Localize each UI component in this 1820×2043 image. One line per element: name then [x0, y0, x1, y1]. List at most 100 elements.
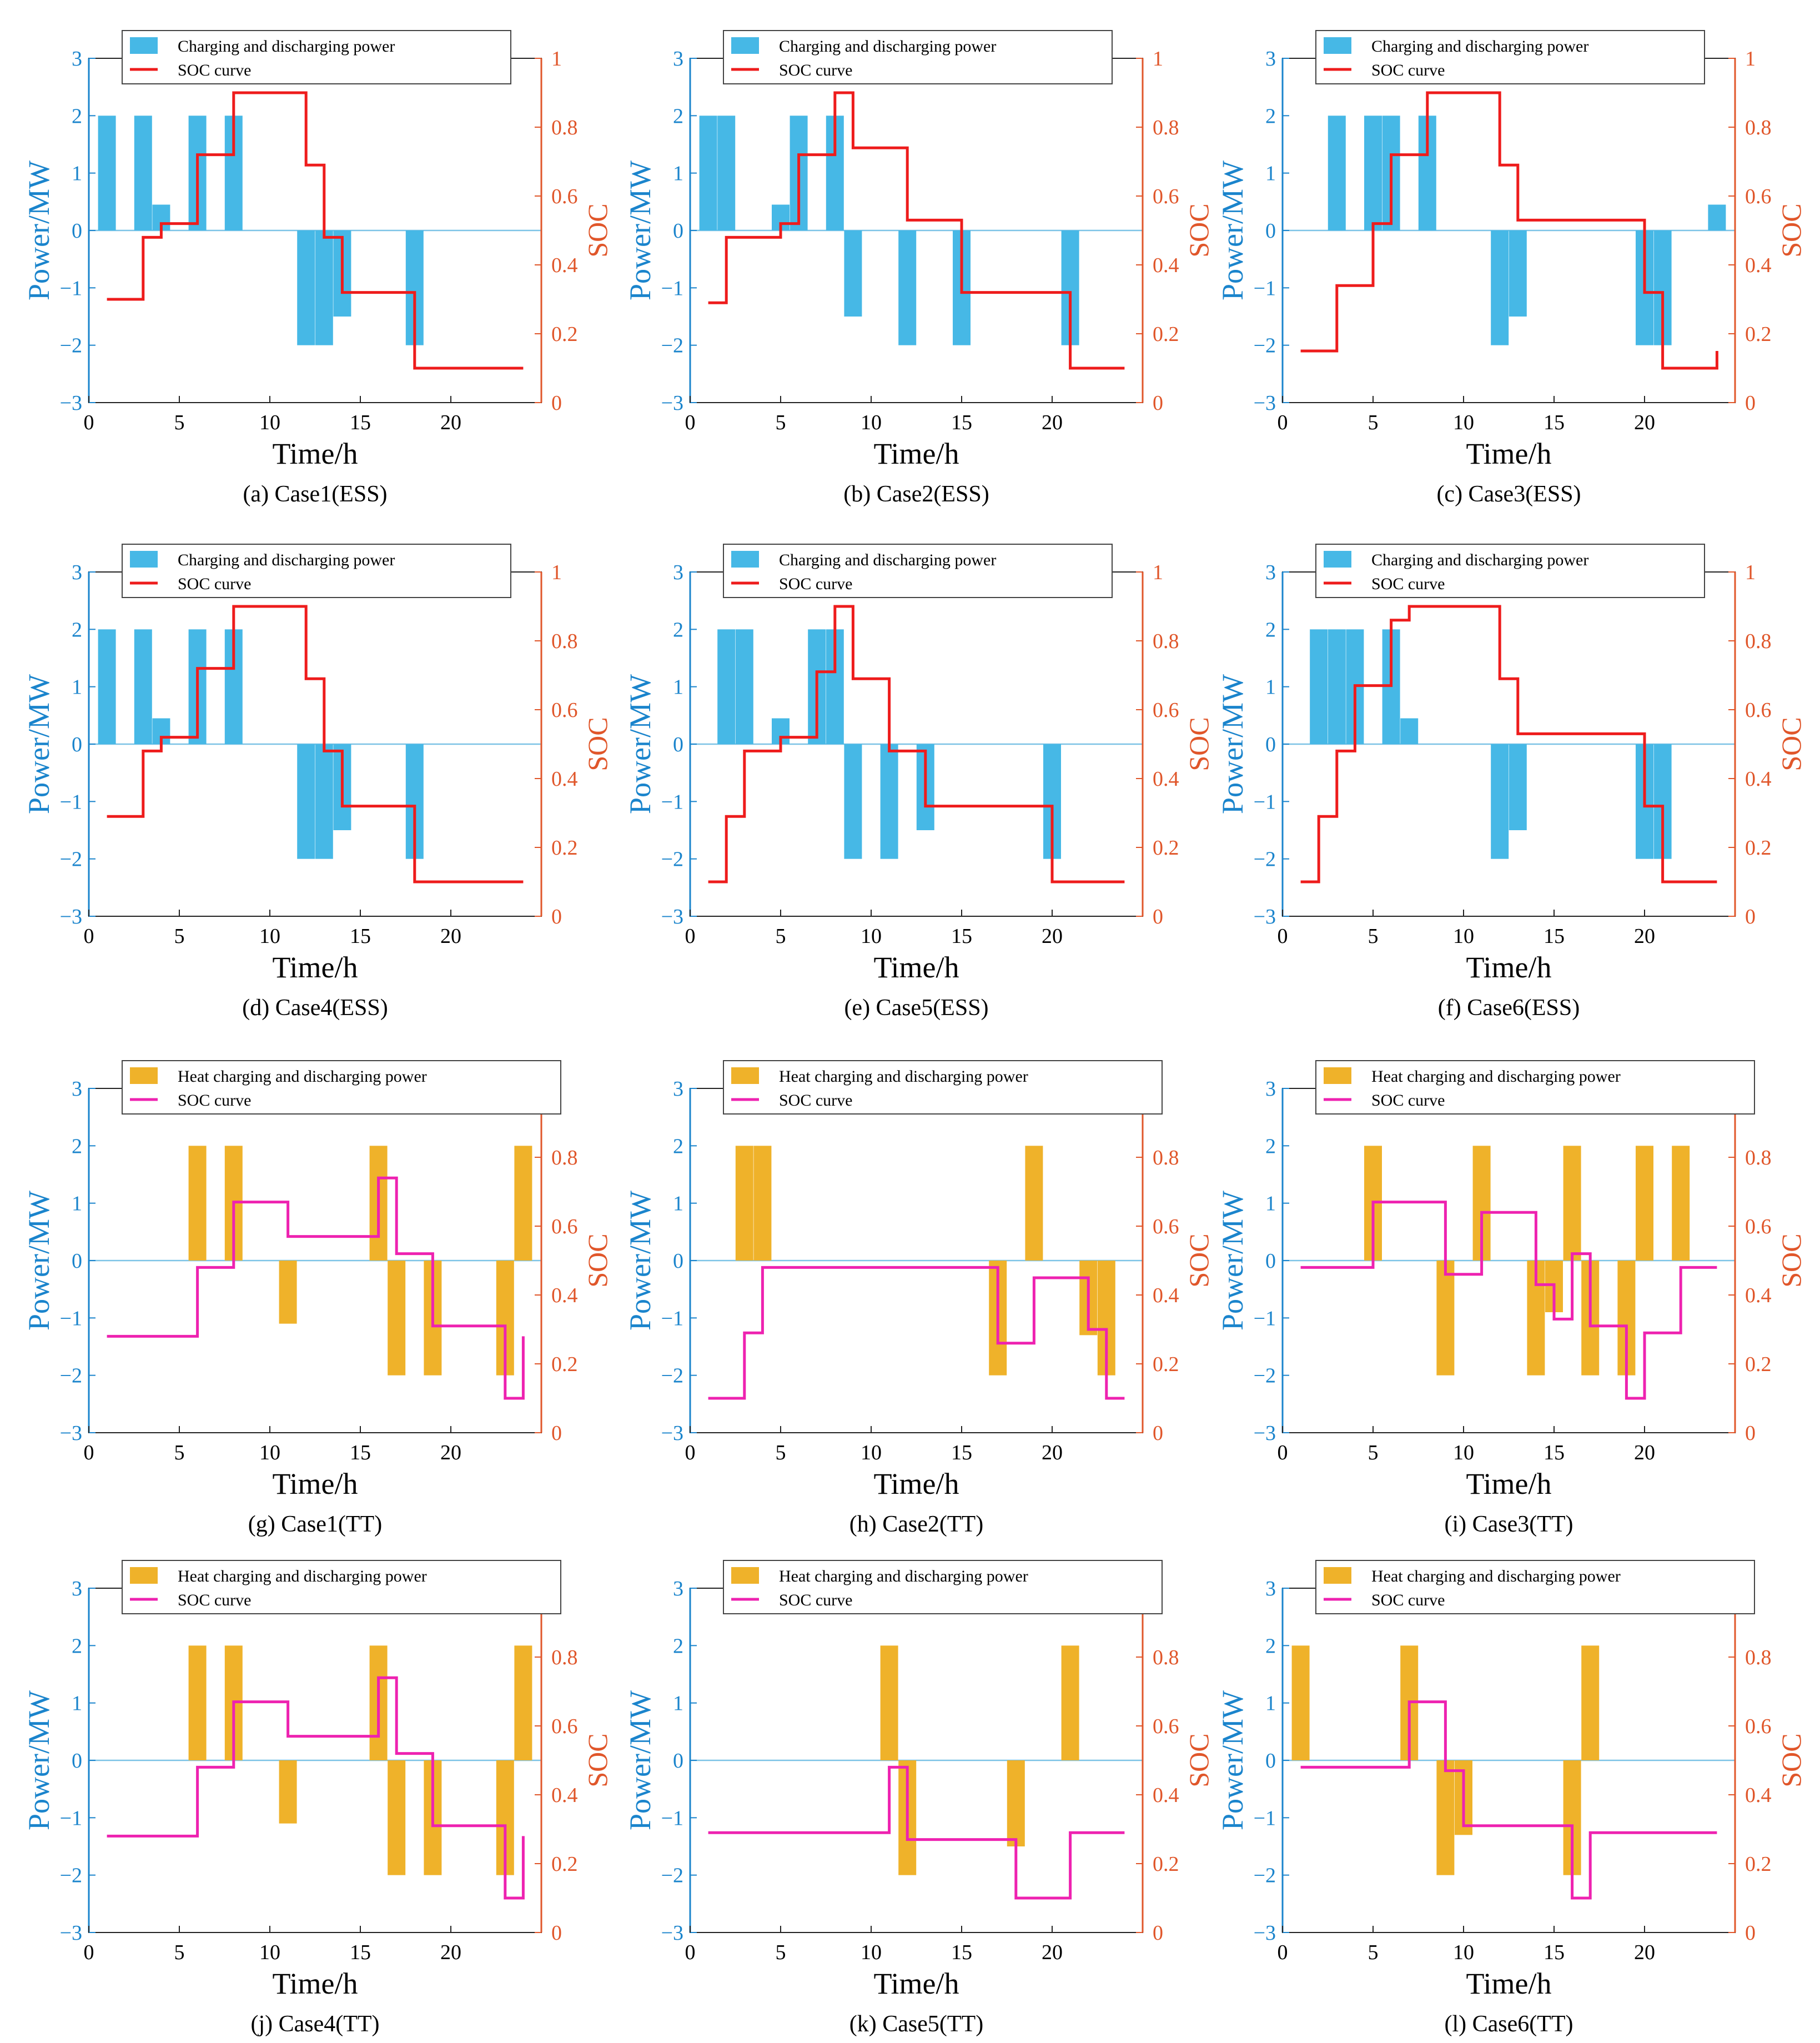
x-tick-label: 0	[685, 925, 696, 948]
x-tick-label: 20	[440, 1441, 461, 1464]
x-tick-label: 0	[1278, 411, 1288, 434]
legend-bar-swatch	[1324, 1567, 1351, 1584]
legend-bar-swatch	[731, 551, 759, 568]
legend-label-power: Charging and discharging power	[779, 551, 996, 569]
left-tick-label: 2	[1265, 1135, 1276, 1158]
right-tick-label: 1	[551, 561, 562, 584]
x-axis-title: Time/h	[873, 1467, 959, 1500]
x-tick-label: 10	[259, 1441, 280, 1464]
right-tick-label: 1	[1745, 561, 1756, 584]
y-right-axis-title: SOC	[1183, 1233, 1214, 1287]
left-tick-label: −2	[60, 334, 82, 358]
x-tick-label: 5	[174, 411, 185, 434]
power-bar	[880, 744, 898, 859]
left-tick-label: −2	[60, 1364, 82, 1388]
x-tick-label: 0	[84, 1941, 94, 1964]
x-tick-label: 10	[861, 1441, 882, 1464]
power-bar	[735, 629, 753, 744]
left-tick-label: 2	[72, 104, 82, 128]
y-right-axis-title: SOC	[582, 203, 613, 257]
x-tick-label: 10	[861, 411, 882, 434]
left-tick-label: −2	[661, 1864, 683, 1888]
power-bar	[735, 1146, 753, 1261]
legend: Heat charging and discharging power SOC c…	[723, 1060, 1163, 1115]
x-axis-title: Time/h	[272, 951, 358, 984]
legend-bar-swatch	[130, 551, 158, 568]
x-axis-title: Time/h	[1466, 951, 1551, 984]
power-bar	[753, 1146, 772, 1261]
legend-label-soc: SOC curve	[779, 61, 852, 79]
left-tick-label: 1	[673, 162, 683, 185]
power-bar	[514, 1645, 532, 1760]
legend-box	[723, 1560, 1163, 1614]
x-tick-label: 20	[1634, 411, 1655, 434]
x-axis-title: Time/h	[272, 1967, 358, 2000]
x-tick-label: 5	[174, 1441, 185, 1464]
panel-caption: (i) Case3(TT)	[1444, 1512, 1573, 1537]
y-axis-title: Power/MW	[624, 160, 657, 300]
legend-bar-swatch	[1324, 551, 1351, 568]
right-tick-label: 0.6	[551, 699, 578, 722]
left-tick-label: 2	[673, 104, 683, 128]
power-bar	[514, 1146, 532, 1261]
panel-caption: (a) Case1(ESS)	[243, 481, 387, 507]
right-tick-label: 0	[551, 391, 562, 415]
right-tick-label: 0.6	[1745, 1715, 1772, 1738]
right-tick-label: 0.8	[1153, 1646, 1179, 1669]
power-bar	[297, 744, 315, 859]
left-tick-label: 3	[1265, 47, 1276, 71]
right-tick-label: 0.6	[1153, 1215, 1179, 1238]
left-tick-label: 3	[673, 1077, 683, 1101]
right-tick-label: 0	[1745, 1422, 1756, 1445]
chart-panel-g: −3−2−1012300.20.40.60.8105101520Time/hPo…	[22, 1060, 613, 1537]
power-bar	[1491, 744, 1509, 859]
y-axis-title: Power/MW	[22, 1191, 56, 1331]
right-tick-label: 1	[1745, 47, 1756, 71]
right-tick-label: 0.4	[551, 767, 578, 791]
right-tick-label: 0.8	[1745, 630, 1772, 653]
y-axis-title: Power/MW	[1216, 1690, 1249, 1830]
panel-caption: (l) Case6(TT)	[1444, 2011, 1573, 2037]
panel-caption: (c) Case3(ESS)	[1436, 481, 1581, 507]
power-bar	[388, 1261, 406, 1376]
right-tick-label: 0.4	[1153, 767, 1179, 791]
left-tick-label: 2	[1265, 104, 1276, 128]
x-tick-label: 0	[84, 411, 94, 434]
x-tick-label: 0	[1278, 925, 1288, 948]
x-tick-label: 20	[1042, 1441, 1063, 1464]
power-bar	[1636, 1146, 1653, 1261]
x-axis-title: Time/h	[1466, 1967, 1551, 2000]
power-bar	[297, 230, 315, 345]
power-bar	[1491, 230, 1509, 345]
power-bar	[1007, 1760, 1025, 1846]
left-tick-label: −1	[661, 1307, 683, 1330]
x-tick-label: 15	[951, 925, 972, 948]
power-bar	[1436, 1261, 1455, 1376]
x-tick-label: 20	[1042, 1941, 1063, 1964]
x-tick-label: 20	[440, 925, 461, 948]
x-tick-label: 0	[84, 925, 94, 948]
power-bar	[844, 744, 862, 859]
x-tick-label: 0	[1278, 1941, 1288, 1964]
legend-box	[122, 30, 511, 84]
chart-panel-h: −3−2−1012300.20.40.60.8105101520Time/hPo…	[624, 1060, 1214, 1537]
power-bar	[98, 629, 116, 744]
legend-label-power: Charging and discharging power	[1371, 37, 1588, 56]
x-tick-label: 0	[685, 1941, 696, 1964]
power-bar	[1328, 629, 1346, 744]
right-tick-label: 0.8	[1745, 1146, 1772, 1169]
x-tick-label: 20	[1634, 1941, 1655, 1964]
left-tick-label: 3	[72, 1577, 82, 1600]
y-right-axis-title: SOC	[1776, 717, 1807, 771]
soc-curve	[1300, 91, 1718, 370]
left-tick-label: −2	[1254, 1864, 1276, 1888]
right-tick-label: 0.8	[551, 1646, 578, 1669]
legend-label-power: Charging and discharging power	[1371, 551, 1588, 569]
left-tick-label: −1	[1254, 277, 1276, 300]
power-bar	[1061, 1645, 1079, 1760]
x-tick-label: 10	[1453, 925, 1474, 948]
legend-label-power: Heat charging and discharging power	[178, 1067, 427, 1086]
soc-curve	[1300, 1201, 1717, 1400]
power-bar	[279, 1261, 297, 1324]
